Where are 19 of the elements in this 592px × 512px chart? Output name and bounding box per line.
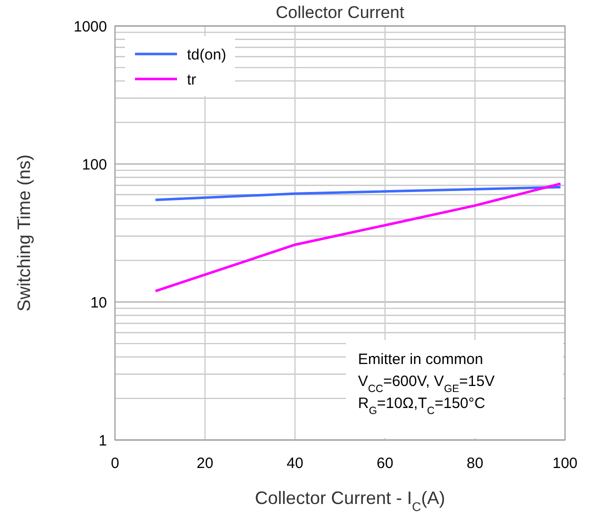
x-tick-label: 20 — [196, 455, 214, 472]
annotation: Emitter in common — [358, 351, 484, 368]
x-tick-label: 80 — [466, 455, 484, 472]
legend-label: td(on) — [187, 46, 226, 64]
y-tick-label: 10 — [90, 294, 107, 312]
annotation: V$_{CC}$=600V, V$_{GE}$=15V — [358, 373, 495, 395]
x-tick-label: 60 — [376, 455, 394, 472]
annotation: R$_{G}$=10Ω,T$_{C}$=150°C — [358, 395, 486, 417]
x-axis-title: Collector Current - I$_{C}$(A) — [254, 488, 446, 512]
line-series — [154, 182, 562, 292]
y-tick-label: 1000 — [74, 18, 107, 36]
y-tick-label: 1 — [98, 432, 107, 450]
x-tick-label: 40 — [286, 455, 304, 472]
legend-label: tr — [187, 71, 196, 88]
y-axis-title: Switching Time (ns) — [14, 154, 34, 312]
chart-title: Collector Current — [276, 3, 405, 22]
x-tick-label: 100 — [552, 455, 578, 472]
x-tick-label: 0 — [110, 455, 120, 472]
y-tick-label: 100 — [82, 156, 107, 174]
